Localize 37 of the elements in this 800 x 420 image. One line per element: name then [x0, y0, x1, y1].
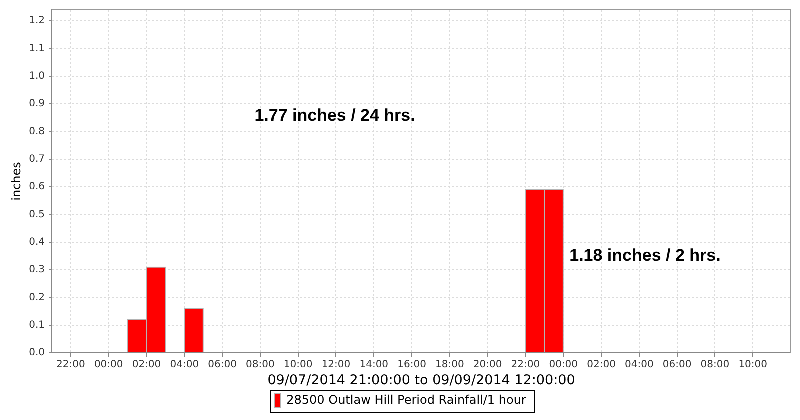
x-tick-label: 10:00 [738, 360, 768, 371]
x-tick-label: 16:00 [398, 360, 426, 371]
x-tick-label: 22:00 [56, 360, 86, 371]
y-tick-label: 0.9 [29, 98, 45, 110]
x-tick-label: 14:00 [360, 360, 389, 371]
x-tick-label: 22:00 [511, 360, 540, 371]
x-tick-label: 00:00 [94, 360, 124, 371]
y-tick-label: 0.1 [29, 320, 45, 331]
x-tick-label: 08:00 [700, 360, 730, 371]
y-tick-label: 0.3 [29, 264, 45, 276]
y-tick-label: 1.1 [29, 43, 45, 54]
annotation: 1.18 inches / 2 hrs. [570, 246, 721, 265]
x-tick-label: 12:00 [322, 360, 351, 371]
x-tick-label: 04:00 [624, 360, 654, 371]
y-tick-label: 1.0 [29, 70, 45, 82]
y-tick-label: 0.2 [29, 292, 45, 304]
y-tick-label: 0.5 [29, 209, 45, 220]
x-tick-label: 06:00 [662, 360, 692, 371]
x-tick-label: 06:00 [208, 360, 237, 371]
legend-label: 28500 Outlaw Hill Period Rainfall/1 hour [286, 393, 526, 408]
x-tick-label: 02:00 [132, 360, 162, 371]
x-tick-label: 04:00 [170, 360, 200, 371]
y-tick-label: 1.2 [29, 16, 45, 27]
annotation: 1.77 inches / 24 hrs. [254, 106, 416, 126]
x-tick-label: 20:00 [473, 360, 502, 371]
y-tick-label: 0.8 [29, 126, 45, 138]
x-tick-label: 18:00 [436, 360, 464, 371]
x-tick-label: 08:00 [246, 360, 275, 371]
x-tick-label: 00:00 [549, 360, 578, 371]
y-tick-label: 0.4 [29, 236, 45, 248]
x-axis-title: 09/07/2014 21:00:00 to 09/09/2014 12:00:00 [268, 372, 576, 388]
x-tick-label: 10:00 [284, 360, 313, 371]
y-tick-label: 0.0 [29, 348, 45, 359]
y-tick-label: 0.7 [29, 154, 45, 165]
x-tick-label: 02:00 [587, 360, 616, 371]
y-axis-title: inches [9, 162, 24, 201]
y-tick-label: 0.6 [29, 182, 45, 193]
